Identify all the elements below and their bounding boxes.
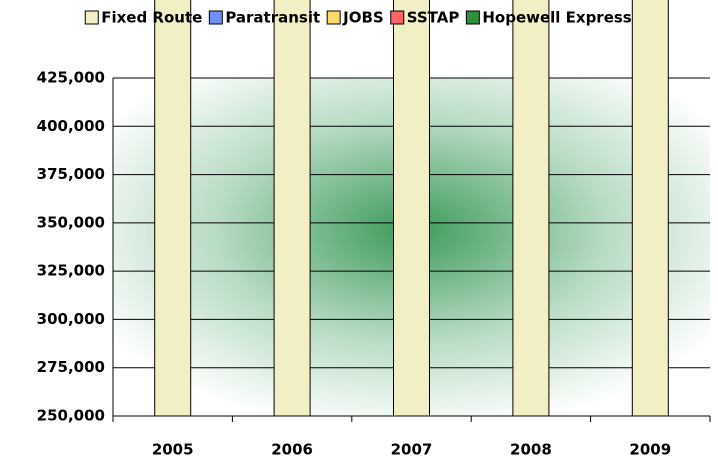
bar-segment bbox=[154, 0, 192, 417]
bar-segment bbox=[631, 0, 669, 417]
x-tick-label: 2007 bbox=[391, 441, 433, 459]
y-tick-label: 375,000 bbox=[37, 165, 105, 183]
legend-swatch bbox=[465, 10, 480, 25]
x-tick-label: 2009 bbox=[629, 441, 671, 459]
legend-swatch bbox=[390, 10, 405, 25]
x-tick-label: 2005 bbox=[152, 441, 194, 459]
y-tick-label: 425,000 bbox=[37, 69, 105, 87]
legend-label: Fixed Route bbox=[101, 9, 202, 27]
legend-label: Paratransit bbox=[225, 9, 320, 27]
legend-swatch bbox=[208, 10, 223, 25]
legend-swatch bbox=[84, 10, 99, 25]
x-tick-label: 2008 bbox=[510, 441, 552, 459]
x-tick-label: 2006 bbox=[271, 441, 313, 459]
legend-label: SSTAP bbox=[407, 9, 460, 27]
legend-label: Hopewell Express bbox=[482, 9, 631, 27]
bar-segment bbox=[273, 0, 311, 417]
y-tick-label: 400,000 bbox=[37, 117, 105, 135]
legend-label: JOBS bbox=[342, 9, 384, 27]
y-tick-label: 250,000 bbox=[37, 407, 105, 425]
y-tick-label: 350,000 bbox=[37, 213, 105, 231]
legend-swatch bbox=[326, 10, 341, 25]
y-tick-label: 325,000 bbox=[37, 262, 105, 280]
bar-segment bbox=[512, 0, 550, 417]
y-tick-label: 275,000 bbox=[37, 358, 105, 376]
bar-segment bbox=[393, 0, 430, 417]
y-tick-label: 300,000 bbox=[37, 310, 105, 328]
